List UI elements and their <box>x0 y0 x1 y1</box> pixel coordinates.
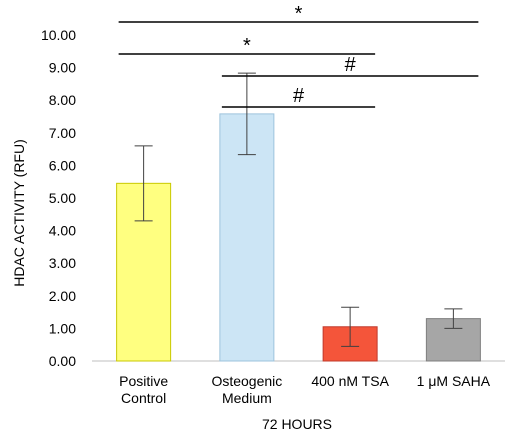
significance-symbol: # <box>345 54 357 76</box>
y-tick-label: 7.00 <box>49 125 76 141</box>
y-tick-label: 5.00 <box>49 190 76 206</box>
y-tick-label: 1.00 <box>49 320 76 336</box>
x-tick-label: Positive Control <box>119 373 168 406</box>
y-axis-label: HDAC ACTIVITY (RFU) <box>11 139 27 287</box>
axes: 0.00 1.00 2.00 3.00 4.00 5.00 6.00 7.00 8.00 9.00… <box>41 27 505 406</box>
y-tick-label: 10.00 <box>41 27 76 43</box>
significance-symbol: # <box>293 85 305 107</box>
bars <box>116 113 481 362</box>
significance-bracket: * <box>118 3 479 25</box>
error-bars <box>134 72 463 347</box>
significance-bracket: * <box>118 35 376 57</box>
error-bar <box>444 308 463 329</box>
y-tick-label: 6.00 <box>49 157 76 173</box>
significance-symbol: * <box>295 3 303 25</box>
y-tick-label: 8.00 <box>49 92 76 108</box>
significance-brackets: * * # # <box>118 3 479 108</box>
error-bar <box>237 72 256 156</box>
x-tick-label: Osteogenic Medium <box>211 373 282 406</box>
y-tick-label: 4.00 <box>49 223 76 239</box>
y-tick-label: 3.00 <box>49 255 76 271</box>
error-bar <box>134 145 153 222</box>
significance-bracket: # <box>221 85 376 108</box>
significance-symbol: * <box>243 35 251 57</box>
x-axis-label: 72 HOURS <box>262 416 332 432</box>
y-tick-label: 0.00 <box>49 353 76 369</box>
x-tick-label: 1 μM SAHA <box>417 373 491 389</box>
error-bar <box>341 306 360 347</box>
significance-bracket: # <box>221 54 479 77</box>
y-tick-label: 9.00 <box>49 60 76 76</box>
x-tick-label: 400 nM TSA <box>311 373 389 389</box>
y-tick-label: 2.00 <box>49 288 76 304</box>
